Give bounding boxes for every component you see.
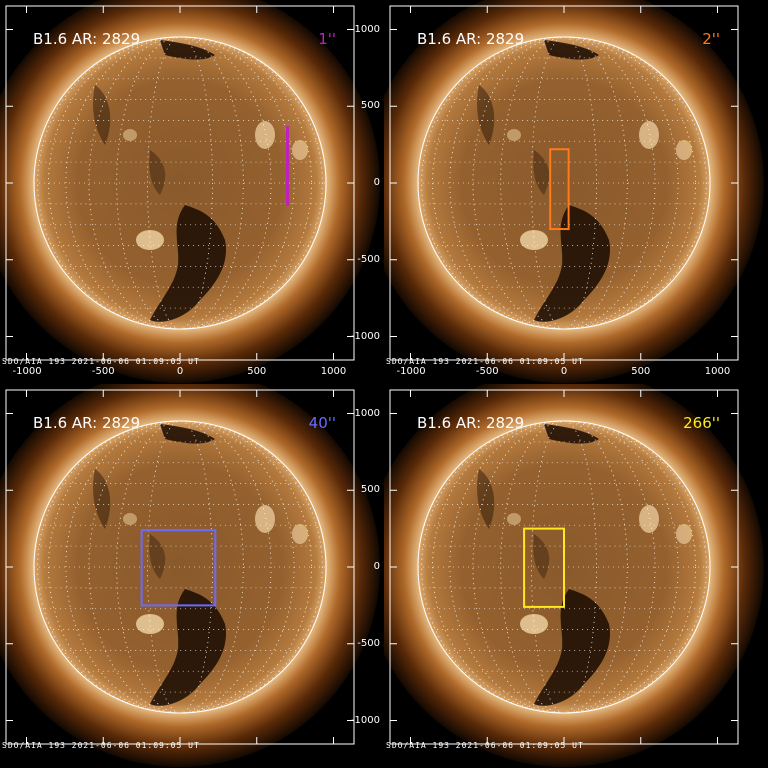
y-tick-label: 1000 (354, 23, 380, 35)
x-tick-label: 500 (247, 366, 267, 377)
scale-label: 1'' (318, 30, 336, 48)
solar-limb (33, 36, 327, 330)
scale-label: 266'' (683, 414, 720, 432)
x-tick-label: 0 (560, 366, 568, 377)
scale-label: 40'' (308, 414, 336, 432)
panel-title: B1.6 AR: 2829 (33, 30, 141, 48)
x-tick-label: -500 (475, 366, 499, 377)
y-tick-label: 1000 (354, 407, 380, 419)
x-tick-label: -500 (91, 366, 115, 377)
x-tick-label: 0 (176, 366, 184, 377)
active-region (507, 505, 692, 634)
x-tick-label: 1000 (320, 366, 347, 377)
active-region (123, 505, 308, 634)
image-footer: SDO/AIA 193 2021-06-06 01:09:05 UT (386, 741, 584, 750)
solar-panel-3: B1.6 AR: 2829 40'' SDO/AIA 193 2021-06-06 … (0, 384, 384, 768)
y-tick-label: -500 (357, 637, 380, 649)
solar-disk-image (384, 0, 768, 384)
coronal-hole (477, 40, 610, 322)
x-tick-label: -1000 (396, 366, 426, 377)
scale-label: 2'' (702, 30, 720, 48)
y-tick-label: 0 (373, 177, 380, 188)
solar-panel-1: B1.6 AR: 2829 1'' SDO/AIA 193 2021-06-06 0… (0, 0, 384, 384)
panel-title: B1.6 AR: 2829 (417, 414, 525, 432)
solar-disk-image (384, 384, 768, 768)
x-tick-label: 1000 (704, 366, 731, 377)
solar-panel-2: B1.6 AR: 2829 2'' SDO/AIA 193 2021-06-06 0… (351, 0, 768, 384)
y-tick-label: -500 (357, 253, 380, 265)
y-tick-label: 500 (360, 100, 380, 112)
coronal-hole (93, 40, 226, 322)
region-marker (140, 529, 217, 607)
image-footer: SDO/AIA 193 2021-06-06 01:09:05 UT (386, 357, 584, 366)
active-region (507, 121, 692, 250)
coronal-hole (93, 424, 226, 706)
region-marker (523, 527, 565, 608)
y-tick-label: -1000 (350, 714, 380, 726)
solar-disk-image (0, 0, 384, 384)
solar-limb (33, 420, 327, 714)
solar-panel-4: B1.6 AR: 2829 266'' SDO/AIA 193 2021-06-06… (351, 384, 768, 768)
panel-title: B1.6 AR: 2829 (417, 30, 525, 48)
y-tick-label: -1000 (350, 330, 380, 342)
x-tick-label: -1000 (12, 366, 42, 377)
y-tick-label: 500 (360, 484, 380, 496)
solar-limb (417, 36, 711, 330)
active-region (123, 121, 308, 250)
panel-title: B1.6 AR: 2829 (33, 414, 141, 432)
image-footer: SDO/AIA 193 2021-06-06 01:09:05 UT (2, 741, 200, 750)
image-footer: SDO/AIA 193 2021-06-06 01:09:05 UT (2, 357, 200, 366)
coronal-hole (477, 424, 610, 706)
y-tick-label: 0 (373, 561, 380, 572)
solar-disk-image (0, 384, 384, 768)
x-tick-label: 500 (631, 366, 651, 377)
region-marker (549, 148, 570, 231)
solar-limb (417, 420, 711, 714)
